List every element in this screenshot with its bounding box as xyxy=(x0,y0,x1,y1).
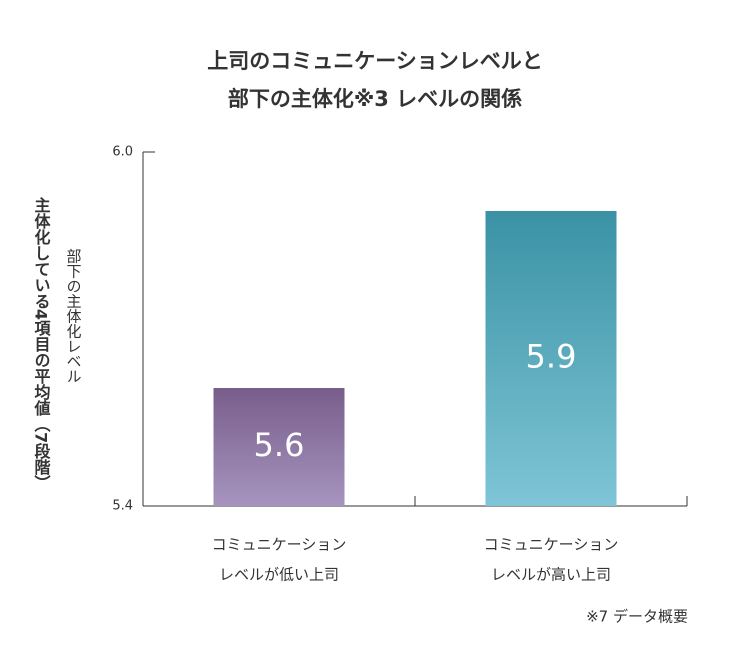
value-label: 5.9 xyxy=(526,338,577,376)
value-label: 5.6 xyxy=(254,426,305,464)
x-tick-label: レベルが高い上司 xyxy=(491,566,611,584)
bar xyxy=(213,388,345,506)
x-tick-label: コミュニケーション xyxy=(484,536,619,554)
y-tick-label: 6.0 xyxy=(112,145,133,160)
y-axis-label: 部下の主体化レベル xyxy=(65,249,83,384)
x-tick-label: レベルが低い上司 xyxy=(219,566,339,584)
footnote: ※7 データ概要 xyxy=(586,608,688,626)
bar xyxy=(485,211,617,506)
chart-title: 部下の主体化※3 レベルの関係 xyxy=(228,87,522,111)
x-tick-label: コミュニケーション xyxy=(212,536,347,554)
y-tick-label: 5.4 xyxy=(112,499,133,514)
chart-title: 上司のコミュニケーションレベルと xyxy=(207,49,543,73)
y-axis-sublabel: 主体化している4項目の平均値（7段階） xyxy=(32,196,52,491)
